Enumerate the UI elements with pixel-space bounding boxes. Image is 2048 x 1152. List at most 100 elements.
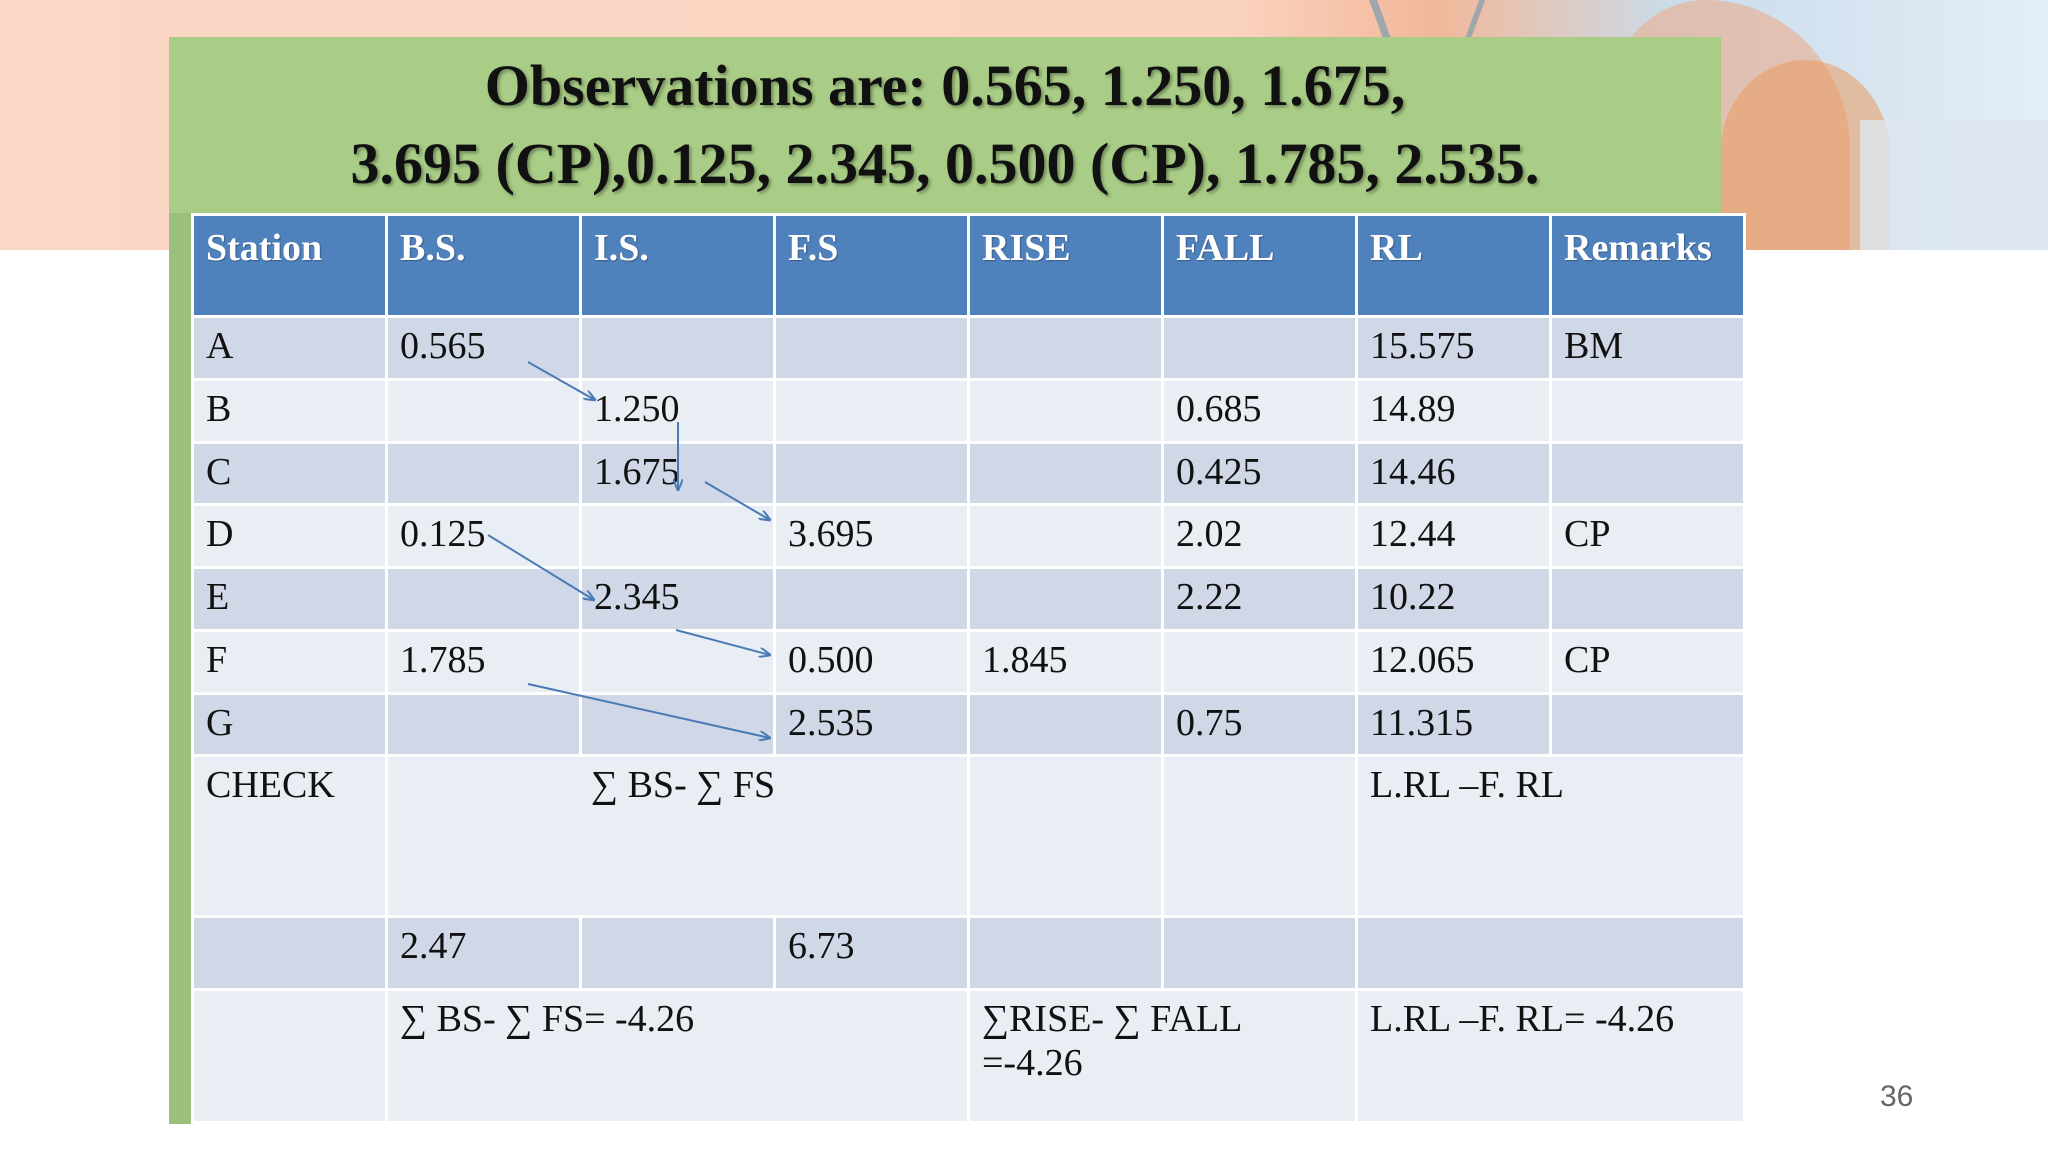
page-number: 36 — [1880, 1080, 1914, 1113]
header-fs: F.S — [776, 216, 967, 315]
cell-is — [582, 506, 773, 567]
check-rl-formula: L.RL –F. RL — [1358, 757, 1743, 916]
cell-bs — [388, 694, 579, 755]
cell-fall: 0.425 — [1164, 443, 1355, 504]
slide-panel: Observations are: 0.565, 1.250, 1.675, 3… — [169, 37, 1746, 1124]
cell-bs — [388, 443, 579, 504]
cell-rl: 12.065 — [1358, 631, 1549, 692]
title-bar: Observations are: 0.565, 1.250, 1.675, 3… — [169, 37, 1721, 213]
cell-bs — [388, 569, 579, 629]
title-line-1: Observations are: 0.565, 1.250, 1.675, — [484, 53, 1406, 118]
cell-rise — [970, 569, 1161, 629]
cell-fall: 2.22 — [1164, 569, 1355, 629]
cell-fs — [776, 443, 967, 504]
slide-title: Observations are: 0.565, 1.250, 1.675, 3… — [169, 47, 1721, 203]
cell-fall — [1164, 631, 1355, 692]
table-row: A 0.565 15.575 BM — [194, 318, 1743, 378]
cell-remarks: BM — [1552, 318, 1743, 378]
cell-bs: 0.565 — [388, 318, 579, 378]
cell-bs: 0.125 — [388, 506, 579, 567]
header-station: Station — [194, 216, 385, 315]
sum-empty-cell — [970, 918, 1161, 988]
cell-rl: 14.89 — [1358, 380, 1549, 441]
cell-remarks: CP — [1552, 631, 1743, 692]
header-rise: RISE — [970, 216, 1161, 315]
cell-rise — [970, 318, 1161, 378]
cell-rise — [970, 694, 1161, 755]
table-row: E 2.345 2.22 10.22 — [194, 569, 1743, 629]
sum-row: 2.47 6.73 — [194, 918, 1743, 988]
cell-fs: 2.535 — [776, 694, 967, 755]
result-row: ∑ BS- ∑ FS= -4.26 ∑RISE- ∑ FALL =-4.26 L… — [194, 990, 1743, 1121]
cell-station: C — [194, 443, 385, 504]
header-is: I.S. — [582, 216, 773, 315]
result-rise-fall-line-1: ∑RISE- ∑ FALL — [982, 997, 1243, 1040]
surveyor-image — [1860, 120, 2048, 250]
check-empty-cell — [970, 757, 1161, 916]
cell-bs: 1.785 — [388, 631, 579, 692]
cell-fs — [776, 569, 967, 629]
cell-rise: 1.845 — [970, 631, 1161, 692]
cell-rl: 11.315 — [1358, 694, 1549, 755]
cell-station: G — [194, 694, 385, 755]
cell-is: 2.345 — [582, 569, 773, 629]
cell-bs — [388, 380, 579, 441]
cell-station: B — [194, 380, 385, 441]
cell-rise — [970, 380, 1161, 441]
result-empty-cell — [194, 990, 385, 1121]
sum-bs: 2.47 — [388, 918, 579, 988]
cell-fall — [1164, 318, 1355, 378]
cell-remarks — [1552, 443, 1743, 504]
table-row: C 1.675 0.425 14.46 — [194, 443, 1743, 504]
cell-is: 1.675 — [582, 443, 773, 504]
result-bs-fs: ∑ BS- ∑ FS= -4.26 — [388, 990, 967, 1121]
cell-fs — [776, 380, 967, 441]
cell-rise — [970, 443, 1161, 504]
table-row: D 0.125 3.695 2.02 12.44 CP — [194, 506, 1743, 567]
cell-remarks — [1552, 380, 1743, 441]
sum-empty-cell — [582, 918, 773, 988]
header-rl: RL — [1358, 216, 1549, 315]
sum-empty-cell — [194, 918, 385, 988]
cell-fs: 3.695 — [776, 506, 967, 567]
sum-empty-cell — [1164, 918, 1355, 988]
sum-empty-cell — [1358, 918, 1743, 988]
table-row: G 2.535 0.75 11.315 — [194, 694, 1743, 755]
check-empty-cell — [1164, 757, 1355, 916]
header-bs: B.S. — [388, 216, 579, 315]
cell-fs: 0.500 — [776, 631, 967, 692]
check-bs-fs-formula: ∑ BS- ∑ FS — [388, 757, 967, 916]
table-header-row: Station B.S. I.S. F.S RISE FALL RL Remar… — [194, 216, 1743, 315]
cell-rl: 12.44 — [1358, 506, 1549, 567]
cell-is — [582, 631, 773, 692]
cell-is — [582, 318, 773, 378]
cell-station: D — [194, 506, 385, 567]
cell-is: 1.250 — [582, 380, 773, 441]
check-label: CHECK — [194, 757, 385, 916]
table-row: F 1.785 0.500 1.845 12.065 CP — [194, 631, 1743, 692]
cell-fs — [776, 318, 967, 378]
cell-fall: 0.75 — [1164, 694, 1355, 755]
table-row: B 1.250 0.685 14.89 — [194, 380, 1743, 441]
cell-remarks: CP — [1552, 506, 1743, 567]
cell-rl: 14.46 — [1358, 443, 1549, 504]
cell-station: E — [194, 569, 385, 629]
result-rise-fall-line-2: =-4.26 — [982, 1041, 1083, 1084]
result-rise-fall: ∑RISE- ∑ FALL =-4.26 — [970, 990, 1355, 1121]
check-row: CHECK ∑ BS- ∑ FS L.RL –F. RL — [194, 757, 1743, 916]
sum-fs: 6.73 — [776, 918, 967, 988]
header-fall: FALL — [1164, 216, 1355, 315]
result-rl: L.RL –F. RL= -4.26 — [1358, 990, 1743, 1121]
cell-station: A — [194, 318, 385, 378]
cell-is — [582, 694, 773, 755]
title-line-2: 3.695 (CP),0.125, 2.345, 0.500 (CP), 1.7… — [350, 131, 1540, 196]
cell-fall: 2.02 — [1164, 506, 1355, 567]
cell-remarks — [1552, 694, 1743, 755]
cell-rl: 15.575 — [1358, 318, 1549, 378]
cell-rl: 10.22 — [1358, 569, 1549, 629]
header-remarks: Remarks — [1552, 216, 1743, 315]
cell-rise — [970, 506, 1161, 567]
cell-remarks — [1552, 569, 1743, 629]
levelling-table: Station B.S. I.S. F.S RISE FALL RL Remar… — [191, 213, 1746, 1124]
cell-station: F — [194, 631, 385, 692]
